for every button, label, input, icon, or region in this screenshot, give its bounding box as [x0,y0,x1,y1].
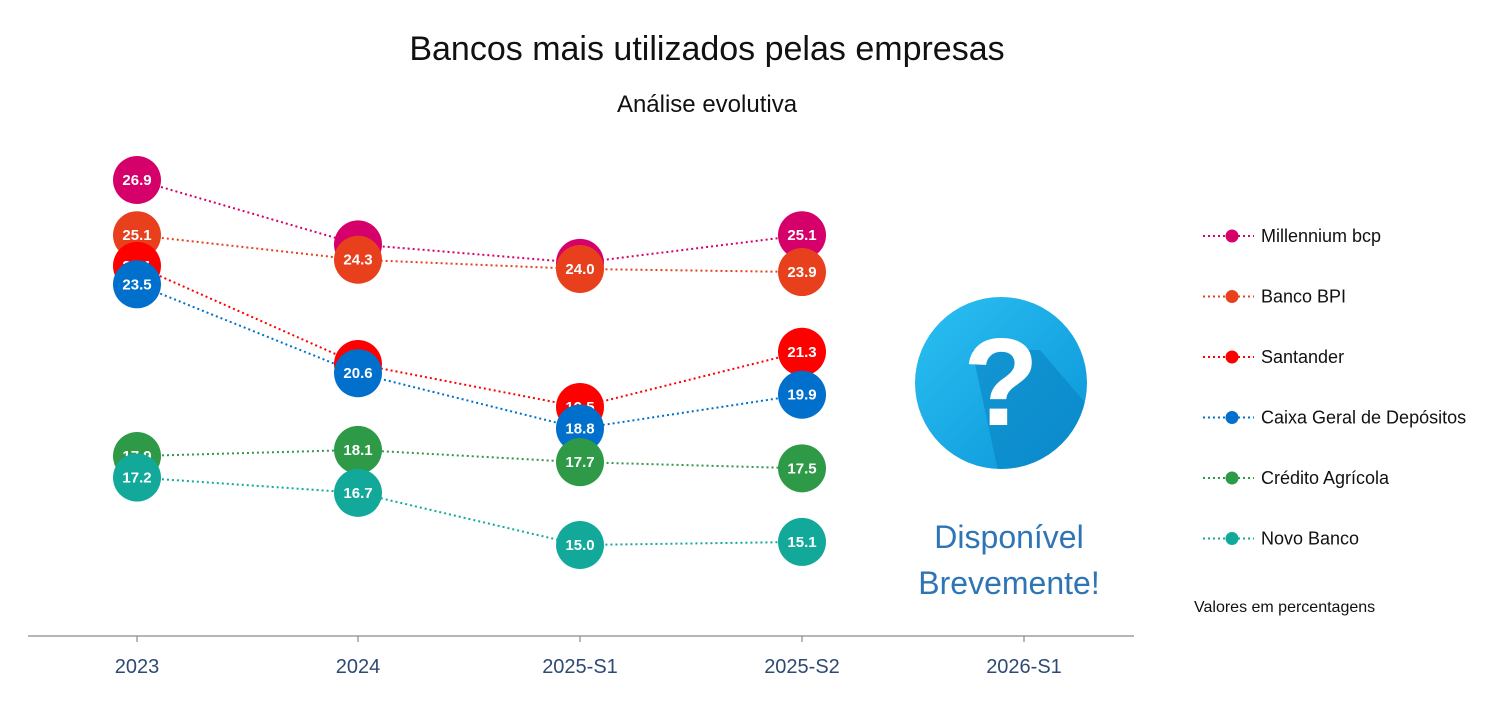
x-tick-label: 2023 [115,656,160,678]
data-point [556,404,604,453]
data-point [778,211,826,260]
x-tick-label: 2026-S1 [986,656,1062,678]
legend-label: Millennium bcp [1261,226,1381,246]
data-point [556,244,604,293]
question-mark-icon: ? [915,297,1087,469]
data-label: 17.7 [565,454,594,471]
series-points-santander: 24.120.919.521.3 [113,241,826,431]
data-label: 23.5 [122,276,151,293]
data-label: 25.1 [787,227,816,244]
data-point [334,425,382,474]
svg-text:?: ? [963,314,1039,452]
legend-marker [1225,471,1239,485]
data-point [556,438,604,487]
data-point [778,370,826,419]
data-point [113,156,161,204]
legend-item: Santander [1203,347,1344,367]
legend-item: Novo Banco [1203,529,1359,549]
series-points-millennium-bcp: 26.924.824.225.1 [113,156,826,287]
coming-soon-line-2: Brevemente! [918,565,1099,601]
series-line-millennium-bcp [136,179,803,264]
series-line-novo-banco [136,476,803,547]
series-line-banco-bpi [136,234,803,274]
data-point [778,517,826,566]
coming-soon-line-1: Disponível [934,519,1083,555]
placeholder-panel: ? Disponível Brevemente! [915,297,1100,601]
legend-marker [1225,290,1239,303]
data-label: 18.8 [565,420,594,437]
data-label: 25.1 [122,227,151,244]
legend-marker [1225,229,1239,243]
legend-item: Caixa Geral de Depósitos [1203,408,1466,428]
legend-label: Novo Banco [1261,529,1359,549]
data-point [334,235,382,284]
data-label: 26.9 [122,172,151,189]
data-label: 24.3 [343,252,372,269]
x-axis: 2023 2024 2025-S1 2025-S2 2026-S1 [115,636,1062,678]
series-line-santander [136,264,803,408]
data-label: 17.5 [787,460,816,477]
data-label: 23.9 [787,264,816,281]
data-label: 20.6 [343,365,372,382]
data-point [778,444,826,493]
series-points-credito-agricola: 17.918.117.717.5 [113,425,826,493]
data-label: 24.0 [565,261,594,278]
data-label: 15.0 [565,537,594,554]
legend-marker [1225,350,1239,364]
x-tick-label: 2024 [336,656,381,678]
series-lines [136,179,803,547]
series-line-credito-agricola [136,448,803,470]
legend-item: Crédito Agrícola [1203,468,1390,488]
data-label: 15.1 [787,534,816,551]
data-point [113,453,161,502]
data-label: 19.9 [787,387,816,404]
legend-label: Crédito Agrícola [1261,468,1390,488]
chart-subtitle: Análise evolutiva [617,91,798,118]
x-tick-label: 2025-S1 [542,656,618,678]
chart-title: Bancos mais utilizados pelas empresas [409,30,1004,68]
data-point [778,327,826,376]
data-point [556,521,604,569]
legend-label: Banco BPI [1261,287,1346,307]
series-points: 26.924.824.225.125.1 24.3 24.0 23.924.120.9… [113,156,826,569]
data-label: 17.2 [122,470,151,487]
legend-item: Banco BPI [1203,287,1346,307]
legend-marker [1225,411,1239,424]
legend-item: Millennium bcp [1203,226,1381,246]
series-points-novo-banco: 17.2 16.7 15.0 15.1 [113,453,826,569]
data-label: 16.7 [343,485,372,502]
data-point [113,260,161,309]
data-point [778,248,826,297]
legend-label: Santander [1261,347,1344,367]
series-points-caixa-geral-de-depositos: 23.5 20.6 18.8 19.9 [113,260,826,453]
data-label: 21.3 [787,344,816,361]
legend-label: Caixa Geral de Depósitos [1261,408,1466,428]
units-note: Valores em percentagens [1194,599,1375,616]
data-label: 18.1 [343,442,372,459]
legend: Millennium bcp Banco BPI Santander Caixa Ge… [1203,226,1466,549]
x-tick-label: 2025-S2 [764,656,840,678]
data-point [334,349,382,398]
data-point [334,468,382,517]
series-line-caixa-geral-de-depositos [136,283,803,430]
series-points-banco-bpi: 25.1 24.3 24.0 23.9 [113,211,826,297]
legend-marker [1225,532,1239,545]
